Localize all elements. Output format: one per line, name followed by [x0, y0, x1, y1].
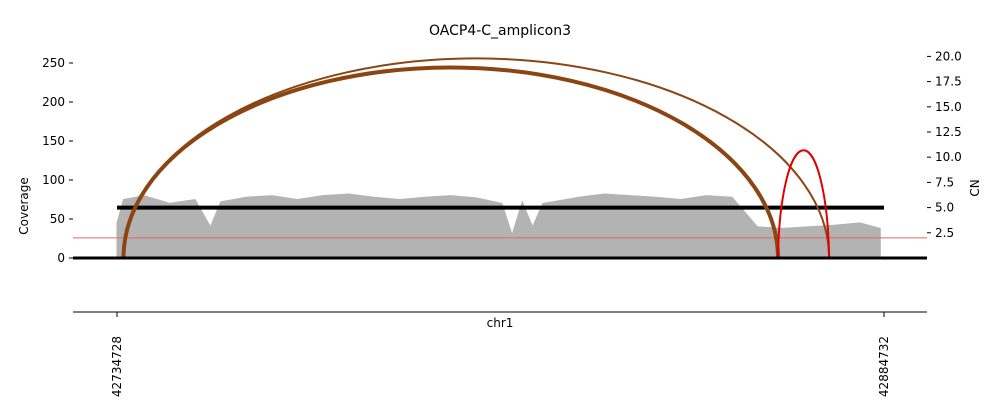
breakpoint-arcs [121, 57, 831, 259]
left-y-axis: 0 50 100 150 200 250 [42, 56, 73, 265]
right-tick-label-1: 5.0 [935, 201, 954, 215]
right-y-axis: 2.5 5.0 7.5 10.0 12.5 15.0 17.5 20.0 [927, 49, 962, 240]
x-tick-label-0: 42734728 [110, 336, 124, 397]
right-tick-label-4: 12.5 [935, 125, 962, 139]
y-axis-label-left: Coverage [17, 177, 31, 235]
x-axis-label: chr1 [487, 316, 514, 330]
y-axis-label-right: CN [968, 179, 982, 196]
right-tick-label-0: 2.5 [935, 226, 954, 240]
x-axis: 42734728 42884732 [110, 312, 891, 397]
right-tick-label-2: 7.5 [935, 175, 954, 189]
breakpoint-arc-2 [777, 149, 831, 259]
breakpoint-arc-1 [122, 57, 831, 259]
left-tick-label-0: 0 [57, 251, 65, 265]
left-tick-label-3: 150 [42, 134, 65, 148]
right-tick-label-7: 20.0 [935, 49, 962, 63]
chart-title: OACP4-C_amplicon3 [429, 23, 571, 39]
left-tick-label-2: 100 [42, 173, 65, 187]
left-tick-label-4: 200 [42, 95, 65, 109]
left-tick-label-1: 50 [50, 212, 65, 226]
right-tick-label-6: 17.5 [935, 75, 962, 89]
left-tick-label-5: 250 [42, 56, 65, 70]
right-tick-label-3: 10.0 [935, 150, 962, 164]
right-tick-label-5: 15.0 [935, 100, 962, 114]
x-tick-label-1: 42884732 [877, 336, 891, 397]
